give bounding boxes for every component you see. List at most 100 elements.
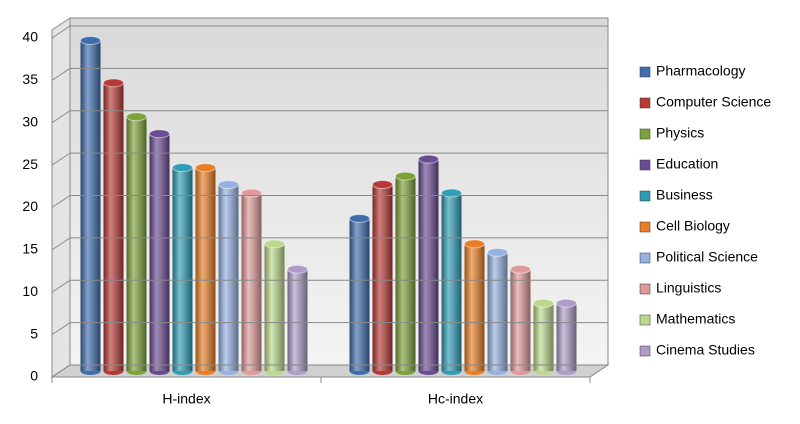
legend-label: Education (656, 156, 718, 172)
legend-swatch (639, 159, 651, 171)
bar-top (556, 298, 577, 308)
bar-top (533, 298, 554, 308)
bar-shade (103, 82, 124, 371)
bar-top (395, 171, 416, 181)
x-tick-label: Hc-index (428, 391, 483, 407)
grid-line (51, 25, 71, 39)
legend-swatch (639, 190, 651, 202)
legend-label: Linguistics (656, 280, 721, 296)
grid-line (51, 364, 71, 378)
bar-shade (218, 184, 239, 371)
y-tick-label: 40 (22, 29, 38, 45)
legend-label: Computer Science (656, 94, 771, 110)
bar-shade (149, 133, 170, 371)
bar (218, 180, 239, 375)
bar (264, 239, 285, 375)
legend-label: Political Science (656, 249, 758, 265)
y-tick-label: 30 (22, 113, 38, 129)
bar-shade (441, 193, 462, 371)
bar-top (103, 78, 124, 88)
bar-shade (464, 243, 485, 371)
legend-swatch (639, 97, 651, 109)
bar (195, 163, 216, 375)
legend-label: Cell Biology (656, 218, 730, 234)
legend-label: Pharmacology (656, 63, 746, 79)
bar-shade (241, 193, 262, 371)
bar-top (487, 247, 508, 257)
y-tick-label: 15 (22, 241, 38, 257)
grid-line (51, 195, 71, 208)
legend-label: Cinema Studies (656, 342, 755, 358)
bar-shade (556, 303, 577, 371)
bar-top (464, 239, 485, 249)
legend-swatch (639, 252, 651, 264)
bar-shade (264, 243, 285, 371)
bar-shade (418, 159, 439, 371)
bar (126, 112, 147, 375)
bar-top (372, 180, 393, 190)
bar-top (418, 154, 439, 164)
legend-label: Business (656, 187, 713, 203)
bar-shade (195, 167, 216, 371)
bar-shade (533, 303, 554, 371)
bar (149, 129, 170, 375)
legend-swatch (639, 283, 651, 295)
legend-label: Physics (656, 125, 704, 141)
legend-swatch (639, 66, 651, 78)
bar (103, 78, 124, 375)
legend-swatch (639, 314, 651, 326)
bar-top (126, 112, 147, 122)
bar-top (195, 163, 216, 173)
x-tick-label: H-index (162, 391, 210, 407)
grid-line (51, 237, 71, 251)
bar (533, 298, 554, 375)
bar (372, 180, 393, 375)
bar (172, 163, 193, 375)
y-tick-label: 25 (22, 156, 38, 172)
bar-shade (172, 167, 193, 371)
legend-swatch (639, 345, 651, 357)
bar (510, 264, 531, 375)
bar-shade (80, 40, 101, 371)
bar-top (172, 163, 193, 173)
bar (487, 247, 508, 375)
legend-swatch (639, 221, 651, 233)
bar-shade (372, 184, 393, 371)
y-tick-label: 0 (30, 368, 38, 384)
legend-label: Mathematics (656, 311, 735, 327)
bar-shade (349, 218, 370, 371)
grid-line (51, 152, 71, 166)
y-tick-label: 20 (22, 198, 38, 214)
bar (80, 35, 101, 375)
bar-shade (126, 116, 147, 371)
bar (464, 239, 485, 375)
bar-top (510, 264, 531, 274)
y-tick-label: 5 (30, 325, 38, 341)
grid-line (51, 322, 71, 336)
bar-shade (487, 252, 508, 371)
grid-line (51, 110, 71, 124)
bar-shade (510, 269, 531, 371)
bar-shade (395, 176, 416, 371)
bar-top (149, 129, 170, 139)
plot (80, 35, 577, 375)
bar-top (264, 239, 285, 249)
bar (287, 264, 308, 375)
bar (395, 171, 416, 375)
y-tick-label: 10 (22, 283, 38, 299)
bar (441, 188, 462, 375)
legend-swatch (639, 128, 651, 140)
bar-shade (287, 269, 308, 371)
bar-top (218, 180, 239, 190)
y-tick-label: 35 (22, 71, 38, 87)
bar (349, 213, 370, 375)
bar-top (287, 264, 308, 274)
bar (556, 298, 577, 375)
bar-top (80, 35, 101, 45)
grid-line (51, 279, 71, 293)
bar (241, 188, 262, 375)
bar (418, 154, 439, 375)
grid-line (51, 67, 71, 81)
bar-top (349, 213, 370, 223)
